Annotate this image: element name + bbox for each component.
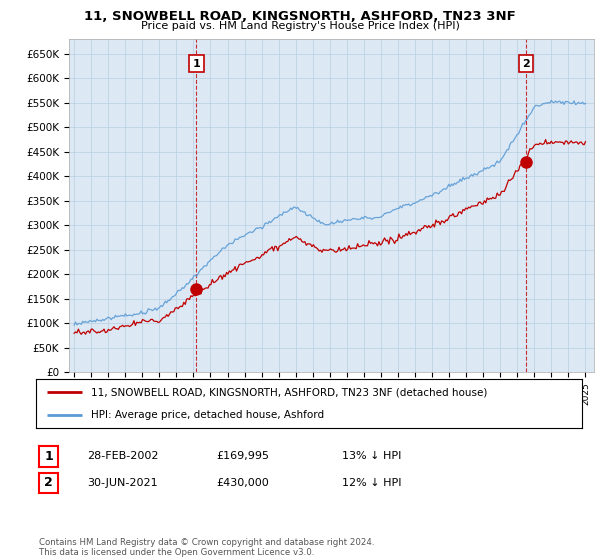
Text: 11, SNOWBELL ROAD, KINGSNORTH, ASHFORD, TN23 3NF (detached house): 11, SNOWBELL ROAD, KINGSNORTH, ASHFORD, …	[91, 388, 487, 398]
Text: 1: 1	[44, 450, 53, 463]
Text: 1: 1	[193, 59, 200, 69]
Text: 13% ↓ HPI: 13% ↓ HPI	[342, 451, 401, 461]
Text: 11, SNOWBELL ROAD, KINGSNORTH, ASHFORD, TN23 3NF: 11, SNOWBELL ROAD, KINGSNORTH, ASHFORD, …	[84, 10, 516, 23]
Text: 28-FEB-2002: 28-FEB-2002	[87, 451, 158, 461]
Text: HPI: Average price, detached house, Ashford: HPI: Average price, detached house, Ashf…	[91, 410, 324, 420]
Text: Contains HM Land Registry data © Crown copyright and database right 2024.
This d: Contains HM Land Registry data © Crown c…	[39, 538, 374, 557]
Text: 12% ↓ HPI: 12% ↓ HPI	[342, 478, 401, 488]
Text: £169,995: £169,995	[216, 451, 269, 461]
Text: 2: 2	[44, 477, 53, 489]
Text: Price paid vs. HM Land Registry's House Price Index (HPI): Price paid vs. HM Land Registry's House …	[140, 21, 460, 31]
Text: 30-JUN-2021: 30-JUN-2021	[87, 478, 158, 488]
Text: £430,000: £430,000	[216, 478, 269, 488]
Text: 2: 2	[522, 59, 530, 69]
